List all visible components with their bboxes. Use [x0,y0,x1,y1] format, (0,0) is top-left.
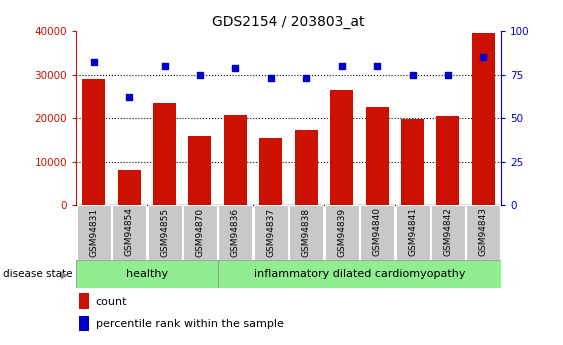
Text: GSM94843: GSM94843 [479,207,488,256]
FancyBboxPatch shape [77,205,111,260]
Title: GDS2154 / 203803_at: GDS2154 / 203803_at [212,14,365,29]
FancyBboxPatch shape [76,260,218,288]
Text: GSM94841: GSM94841 [408,207,417,256]
FancyBboxPatch shape [112,205,146,260]
Bar [365,107,388,205]
Text: GSM94855: GSM94855 [160,207,169,257]
Bar [295,130,318,205]
Text: GSM94837: GSM94837 [266,207,275,257]
Text: GSM94840: GSM94840 [373,207,382,256]
FancyBboxPatch shape [148,205,181,260]
Bar [436,116,459,205]
Bar [118,170,141,205]
FancyBboxPatch shape [183,205,217,260]
Bar [330,90,353,205]
Text: count: count [96,297,127,307]
FancyBboxPatch shape [289,205,323,260]
Point [302,75,311,81]
FancyBboxPatch shape [254,205,288,260]
FancyBboxPatch shape [325,205,359,260]
Bar [472,33,495,205]
Point [444,72,453,77]
Point [266,75,275,81]
Text: GSM94870: GSM94870 [195,207,204,257]
Bar [260,138,282,205]
FancyBboxPatch shape [466,205,501,260]
FancyBboxPatch shape [396,205,430,260]
Point [479,55,488,60]
Bar [224,115,247,205]
Bar [401,119,424,205]
FancyBboxPatch shape [360,205,394,260]
Text: ▶: ▶ [61,269,68,279]
Point [231,65,240,70]
Text: GSM94831: GSM94831 [89,207,98,257]
Point [337,63,346,69]
Text: inflammatory dilated cardiomyopathy: inflammatory dilated cardiomyopathy [254,269,465,279]
Point [195,72,204,77]
Bar [189,137,212,205]
Text: GSM94842: GSM94842 [444,207,453,256]
Text: GSM94836: GSM94836 [231,207,240,257]
FancyBboxPatch shape [431,205,465,260]
Bar [82,79,105,205]
FancyBboxPatch shape [218,205,252,260]
Bar [153,103,176,205]
FancyBboxPatch shape [218,260,501,288]
Text: GSM94839: GSM94839 [337,207,346,257]
Text: GSM94854: GSM94854 [124,207,133,256]
Point [160,63,169,69]
Text: percentile rank within the sample: percentile rank within the sample [96,319,284,329]
Point [124,95,133,100]
Text: GSM94838: GSM94838 [302,207,311,257]
Point [89,60,98,65]
Text: healthy: healthy [126,269,168,279]
Point [408,72,417,77]
Text: disease state: disease state [3,269,72,279]
Point [373,63,382,69]
